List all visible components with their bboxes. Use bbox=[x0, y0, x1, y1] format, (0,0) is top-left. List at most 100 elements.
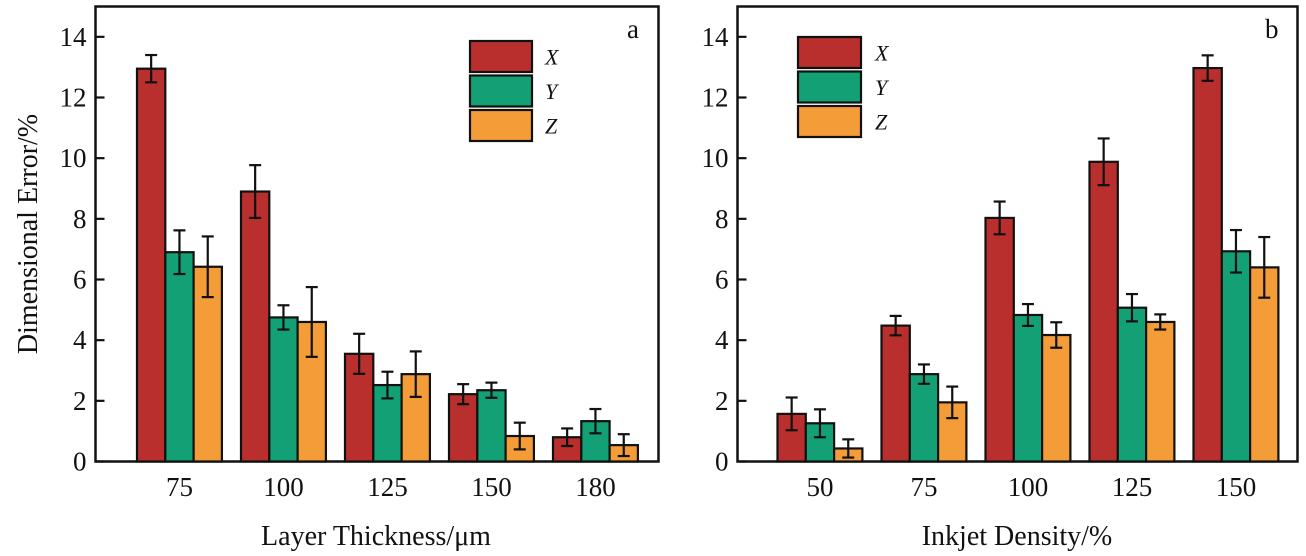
x-tick-label: 150 bbox=[471, 472, 512, 502]
legend-swatch-z bbox=[796, 104, 863, 139]
x-tick-label: 100 bbox=[1008, 472, 1049, 502]
x-axis-title: Layer Thickness/μm bbox=[261, 521, 491, 552]
error-bar-y-75 bbox=[917, 363, 930, 385]
error-bar-x-125 bbox=[353, 332, 366, 375]
bar-z-150 bbox=[1248, 266, 1280, 463]
error-bar-y-125 bbox=[381, 370, 394, 400]
legend-swatch-x bbox=[468, 39, 534, 74]
bar-x-100 bbox=[984, 216, 1015, 463]
x-tick-label: 50 bbox=[806, 472, 833, 502]
y-tick-label: 12 bbox=[60, 83, 87, 113]
y-tick-label: 10 bbox=[60, 143, 87, 173]
chart-panel-b: 0 2 4 6 8 10 12 14 50 75 100 125 150 Inkjet Density… bbox=[702, 5, 1299, 552]
y-tick-label: 4 bbox=[73, 325, 87, 355]
bar-y-100 bbox=[1012, 313, 1044, 463]
error-bar-z-125 bbox=[409, 350, 422, 398]
error-bar-z-150 bbox=[1258, 235, 1271, 299]
legend-label-x: X bbox=[544, 45, 560, 70]
error-bar-z-50 bbox=[842, 438, 855, 459]
x-axis-labels: 50 75 100 125 150 bbox=[806, 472, 1256, 502]
y-axis-title: Dimensional Error/% bbox=[13, 114, 44, 354]
legend: XYZ bbox=[468, 39, 560, 143]
bar-y-150 bbox=[1220, 250, 1252, 463]
bar-x-150 bbox=[1192, 66, 1223, 463]
bar-x-100 bbox=[239, 190, 271, 463]
error-bar-y-100 bbox=[1021, 302, 1034, 328]
legend-label-x: X bbox=[874, 41, 890, 66]
error-bar-z-75 bbox=[201, 235, 214, 299]
x-tick-label: 150 bbox=[1216, 472, 1257, 502]
y-tick-label: 12 bbox=[702, 83, 729, 113]
y-tick-label: 14 bbox=[702, 22, 730, 52]
bar-z-125 bbox=[1144, 320, 1176, 463]
error-bar-x-75 bbox=[889, 314, 902, 337]
error-bar-y-50 bbox=[813, 408, 826, 439]
error-bar-z-100 bbox=[305, 285, 318, 358]
x-tick-label: 75 bbox=[166, 472, 193, 502]
bar-y-75 bbox=[908, 373, 940, 463]
panel-label: a bbox=[627, 14, 639, 44]
y-tick-label: 0 bbox=[715, 447, 729, 477]
x-tick-label: 180 bbox=[575, 472, 616, 502]
error-bar-x-50 bbox=[785, 396, 798, 432]
legend-label-z: Z bbox=[545, 114, 558, 139]
y-tick-label: 0 bbox=[73, 447, 87, 477]
legend-label-y: Y bbox=[545, 79, 560, 104]
error-bar-y-150 bbox=[1229, 228, 1242, 274]
y-axis-ticks: 0 2 4 6 8 10 12 14 bbox=[60, 22, 105, 477]
bars bbox=[776, 54, 1280, 463]
y-tick-label: 8 bbox=[73, 204, 87, 234]
legend-swatch-z bbox=[468, 108, 534, 143]
error-bar-y-180 bbox=[589, 407, 602, 435]
bar-y-125 bbox=[1116, 306, 1148, 463]
error-bar-y-150 bbox=[485, 381, 498, 399]
legend-swatch-y bbox=[796, 70, 863, 104]
bar-x-150 bbox=[447, 393, 479, 463]
error-bar-x-100 bbox=[249, 164, 262, 220]
error-bar-x-75 bbox=[145, 53, 158, 84]
y-tick-label: 10 bbox=[702, 143, 729, 173]
error-bar-z-150 bbox=[513, 421, 526, 451]
x-tick-label: 125 bbox=[367, 472, 408, 502]
error-bar-y-125 bbox=[1125, 292, 1138, 323]
bars bbox=[135, 53, 639, 463]
bar-y-75 bbox=[164, 251, 195, 463]
legend-swatch-y bbox=[468, 74, 534, 108]
error-bar-y-100 bbox=[277, 304, 290, 331]
y-tick-label: 6 bbox=[715, 265, 729, 295]
error-bar-z-75 bbox=[946, 385, 959, 420]
x-tick-label: 125 bbox=[1112, 472, 1153, 502]
bar-x-75 bbox=[880, 324, 911, 463]
legend-swatch-x bbox=[796, 35, 863, 70]
bar-x-75 bbox=[135, 67, 167, 463]
x-axis-title: Inkjet Density/% bbox=[922, 521, 1113, 552]
bar-z-100 bbox=[1040, 333, 1072, 463]
legend-label-y: Y bbox=[875, 75, 890, 100]
error-bar-x-150 bbox=[457, 383, 470, 406]
error-bar-z-100 bbox=[1050, 321, 1063, 349]
y-tick-label: 6 bbox=[73, 265, 87, 295]
bar-y-100 bbox=[268, 316, 299, 463]
error-bar-z-180 bbox=[617, 433, 630, 458]
bar-y-150 bbox=[476, 389, 507, 463]
error-bar-z-125 bbox=[1154, 313, 1167, 331]
chart-panel-a: 0 2 4 6 8 10 12 14 75 100 125 150 180 Layer Thickne… bbox=[13, 5, 660, 552]
error-bar-x-180 bbox=[561, 427, 574, 448]
bar-z-75 bbox=[192, 265, 224, 463]
x-axis-labels: 75 100 125 150 180 bbox=[166, 472, 616, 502]
error-bar-y-75 bbox=[173, 229, 186, 276]
y-tick-label: 4 bbox=[715, 325, 729, 355]
error-bar-x-125 bbox=[1097, 137, 1110, 187]
y-tick-label: 8 bbox=[715, 204, 729, 234]
x-tick-label: 100 bbox=[263, 472, 304, 502]
bar-x-125 bbox=[1088, 160, 1119, 463]
x-tick-label: 75 bbox=[910, 472, 937, 502]
y-tick-label: 14 bbox=[60, 22, 88, 52]
y-axis-ticks: 0 2 4 6 8 10 12 14 bbox=[702, 22, 747, 477]
error-bar-x-100 bbox=[993, 200, 1006, 236]
error-bar-x-150 bbox=[1201, 54, 1214, 82]
y-tick-label: 2 bbox=[73, 386, 87, 416]
y-tick-label: 2 bbox=[715, 386, 729, 416]
panel-label: b bbox=[1265, 14, 1279, 44]
